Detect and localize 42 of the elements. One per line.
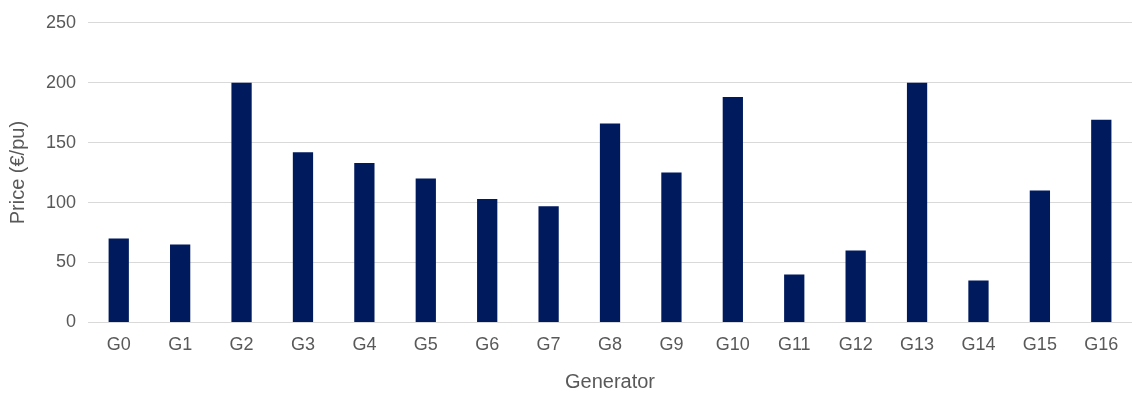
y-tick-label: 0	[66, 311, 77, 332]
bar	[538, 206, 559, 322]
bar	[415, 178, 436, 322]
y-tick-label: 50	[56, 251, 77, 272]
bar	[1029, 190, 1051, 322]
bar	[906, 82, 928, 322]
x-tick-label: G9	[659, 334, 684, 355]
bar	[599, 123, 621, 322]
bar	[354, 163, 375, 322]
x-tick-label: G15	[1022, 334, 1057, 355]
x-tick-label: G8	[598, 334, 623, 355]
bar	[1091, 119, 1112, 322]
bar	[170, 244, 191, 322]
x-tick-label: G6	[475, 334, 500, 355]
x-tick-label: G11	[777, 334, 811, 355]
bar	[292, 152, 314, 322]
bar	[784, 274, 805, 322]
x-tick-label: G16	[1084, 334, 1119, 355]
x-tick-label: G5	[413, 334, 438, 355]
bar	[477, 198, 498, 322]
x-tick-label: G2	[229, 334, 254, 355]
y-tick-label: 150	[45, 131, 77, 152]
bar	[231, 82, 252, 322]
y-tick-label: 100	[45, 191, 77, 212]
x-tick-label: G7	[536, 334, 561, 355]
x-tick-label: G3	[290, 334, 315, 355]
bar	[968, 280, 989, 322]
bar	[722, 97, 743, 322]
x-tick-label: G13	[900, 334, 935, 355]
x-tick-label: G14	[961, 334, 996, 355]
x-tick-label: G1	[168, 334, 193, 355]
x-tick-label: G0	[106, 334, 131, 355]
y-tick-label: 250	[45, 11, 77, 32]
x-tick-label: G12	[838, 334, 873, 355]
bar	[845, 250, 866, 322]
x-tick-label: G4	[352, 334, 377, 355]
bar	[661, 172, 682, 322]
x-axis-title: Generator	[564, 369, 656, 392]
y-axis-title: Price (€/pu)	[5, 120, 28, 225]
y-tick-label: 200	[45, 71, 77, 92]
bar	[108, 238, 129, 322]
x-tick-label: G10	[715, 334, 750, 355]
